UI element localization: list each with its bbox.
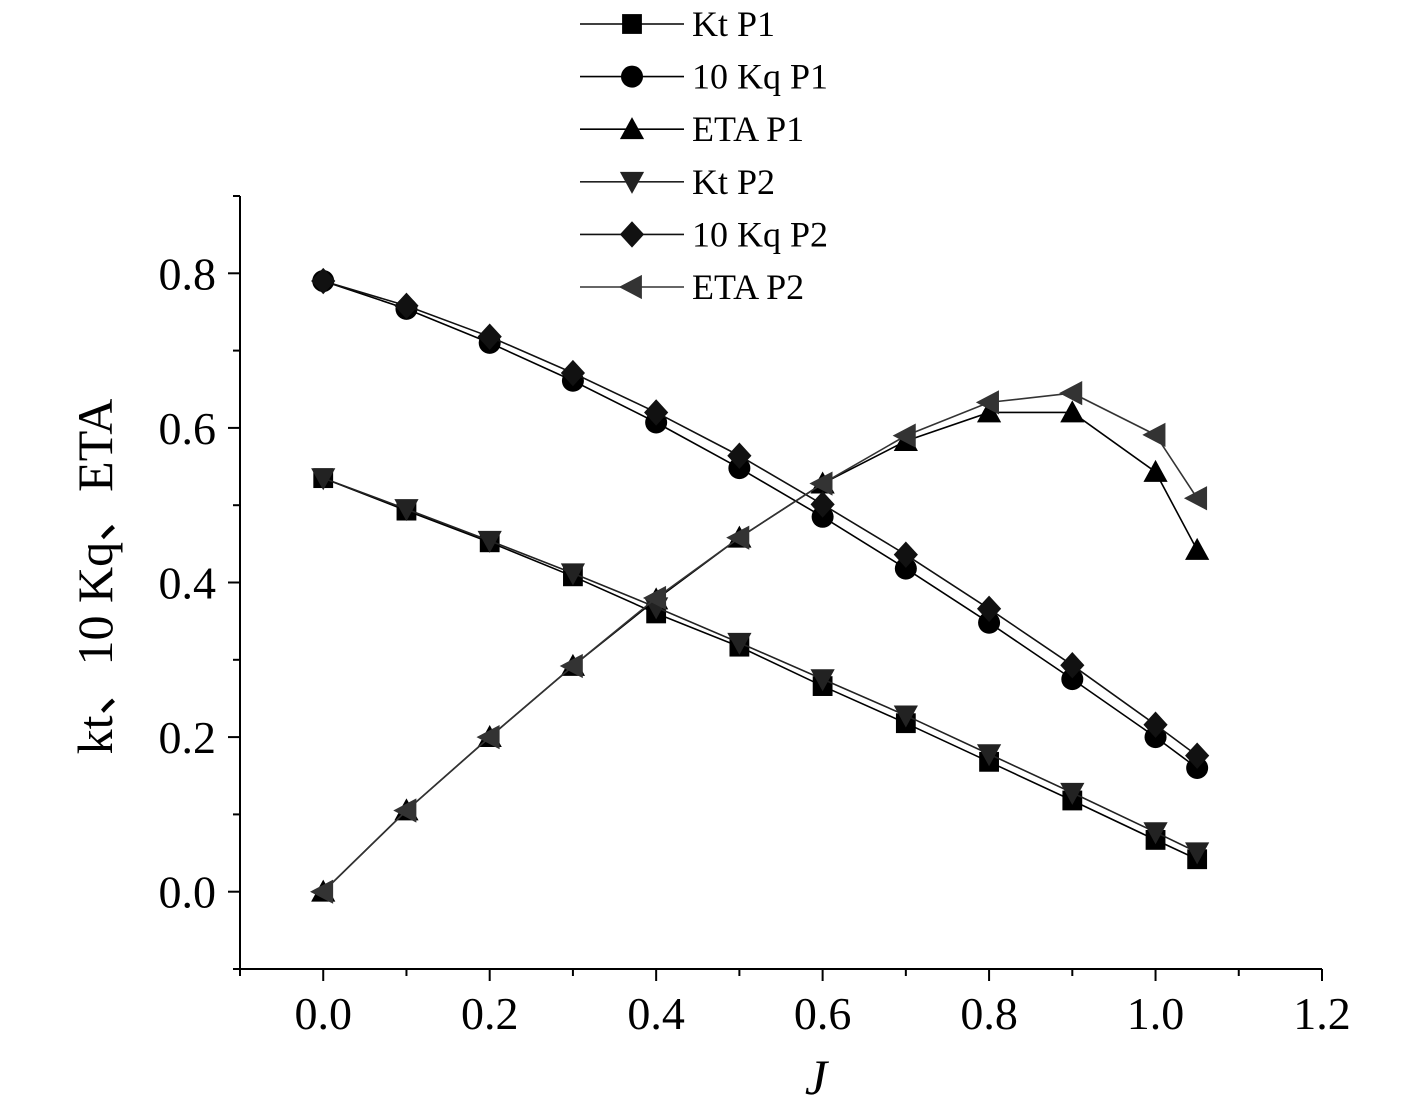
data-point — [560, 563, 586, 586]
axes: 0.0 0.2 0.4 0.6 0.8 1.0 1.2 0.0 0.2 0.4 0.6 0.8 — [159, 195, 1351, 1039]
data-point — [644, 399, 669, 426]
data-point — [810, 491, 835, 518]
legend-item: 10 Kq P1 — [580, 57, 828, 97]
y-axis-label: kt、10 Kq、ETA — [67, 399, 123, 755]
data-point — [394, 292, 419, 319]
series-eta-p1 — [311, 400, 1210, 902]
series-line — [322, 280, 1198, 769]
data-point — [1060, 400, 1085, 423]
data-point — [1185, 842, 1210, 865]
data-point — [1060, 652, 1085, 679]
x-tick-label: 1.2 — [1293, 988, 1351, 1039]
series-10-kq-p2 — [311, 267, 1210, 769]
data-point — [975, 390, 999, 415]
x-tick-label: 0.6 — [794, 988, 852, 1039]
x-tick-label: 0.2 — [461, 988, 519, 1039]
data-point — [727, 632, 752, 655]
data-point — [978, 611, 1001, 634]
legend-label: Kt P1 — [692, 4, 775, 44]
data-point — [477, 530, 502, 553]
legend-item: ETA P2 — [580, 267, 804, 307]
legend-item: ETA P1 — [580, 109, 804, 149]
y-tick-label: 0.6 — [159, 403, 217, 454]
series-kt-p2 — [311, 468, 1210, 865]
data-point — [1142, 422, 1166, 447]
series-line — [323, 280, 1198, 757]
data-point — [1183, 486, 1208, 511]
y-tick-label: 0.2 — [159, 712, 217, 763]
data-point — [976, 400, 1002, 423]
data-point — [310, 879, 334, 904]
legend-item: 10 Kq P2 — [580, 214, 828, 254]
legend-label: 10 Kq P2 — [692, 214, 828, 254]
y-tick-label: 0.0 — [159, 867, 217, 918]
data-point — [1185, 742, 1210, 769]
series-line — [322, 477, 1198, 860]
legend-marker — [619, 117, 645, 140]
series-eta-p2 — [310, 381, 1208, 904]
data-point — [1061, 668, 1084, 691]
data-point — [311, 468, 336, 491]
data-point — [311, 267, 336, 295]
legend: Kt P1 10 Kq P1 ETA P1 Kt P2 10 Kq P2 ETA P2 — [580, 4, 828, 307]
data-point — [1143, 459, 1168, 482]
data-point — [642, 585, 667, 611]
y-tick-label: 0.4 — [159, 558, 217, 609]
legend-marker — [621, 65, 643, 88]
series-layer — [310, 267, 1210, 904]
legend-item: Kt P1 — [580, 4, 775, 44]
data-point — [477, 323, 502, 350]
legend-item: Kt P2 — [580, 162, 775, 202]
data-point — [976, 744, 1002, 767]
data-point — [394, 499, 419, 522]
data-point — [892, 423, 916, 448]
legend-label: ETA P2 — [692, 267, 804, 307]
data-point — [893, 705, 918, 728]
legend-label: 10 Kq P1 — [692, 57, 828, 97]
y-tick-label: 0.8 — [159, 248, 217, 299]
data-point — [476, 725, 500, 750]
x-tick-label: 0.8 — [960, 988, 1018, 1039]
data-point — [894, 557, 917, 580]
data-point — [726, 525, 750, 550]
legend-marker — [618, 274, 642, 300]
data-point — [393, 798, 417, 823]
x-tick-label: 0.4 — [627, 988, 685, 1039]
x-tick-label: 1.0 — [1127, 988, 1185, 1039]
legend-marker — [619, 221, 645, 248]
data-point — [560, 359, 586, 387]
legend-label: ETA P1 — [692, 109, 804, 149]
data-point — [1059, 381, 1083, 406]
x-axis-label: J — [805, 1049, 830, 1105]
data-point — [810, 669, 835, 692]
legend-marker — [622, 14, 642, 34]
x-tick-label: 0.0 — [294, 988, 352, 1039]
data-point — [1143, 822, 1168, 845]
data-point — [809, 471, 833, 496]
data-point — [1060, 782, 1085, 805]
data-point — [1143, 711, 1168, 738]
data-point — [976, 595, 1002, 622]
data-point — [727, 442, 752, 469]
data-point — [1185, 537, 1210, 560]
legend-label: Kt P2 — [692, 162, 775, 202]
series-line — [322, 392, 1198, 893]
data-point — [893, 541, 918, 568]
legend-marker — [619, 171, 645, 194]
data-point — [559, 653, 583, 679]
series-line — [322, 477, 1198, 853]
